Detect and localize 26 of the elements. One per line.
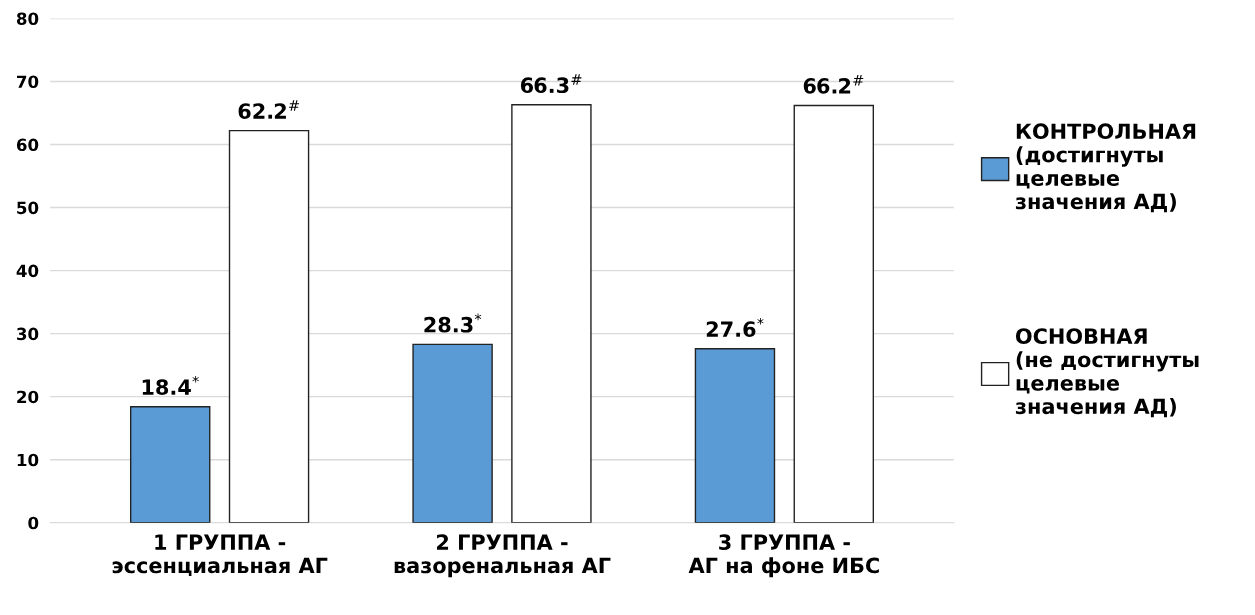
y-tick-label: 60 (16, 138, 39, 152)
bar (793, 104, 875, 523)
x-tick-label: 2 ГРУППА - вазоренальная АГ (394, 534, 611, 578)
legend-label: ОСНОВНАЯ (не достигнуты целевые значения АД) (1015, 328, 1199, 418)
bar (694, 348, 776, 523)
y-tick-label: 30 (17, 327, 39, 341)
y-tick-label: 50 (17, 201, 39, 215)
y-tick-label: 0 (28, 516, 39, 530)
data-label: 18.4$^{*}$ (142, 375, 199, 395)
data-label: 27.6$^{*}$ (706, 317, 764, 338)
y-tick-label: 80 (16, 12, 39, 26)
x-tick-label: 3 ГРУППА - АГ на фоне ИБС (688, 534, 879, 578)
data-label: 28.3$^{*}$ (424, 313, 482, 333)
data-label: 66.2$^{#}$ (803, 75, 864, 94)
y-tick-label: 20 (17, 390, 39, 404)
data-label: 66.3$^{#}$ (520, 74, 582, 94)
y-tick-label: 40 (16, 264, 39, 278)
data-label: 62.2$^{#}$ (238, 100, 300, 119)
bar (511, 104, 592, 523)
x-tick-label: 1 ГРУППА - эссенциальная АГ (112, 534, 328, 576)
legend-label: КОНТРОЛЬНАЯ (достигнуты целевые значения АД) (1015, 123, 1196, 213)
bar (228, 129, 310, 523)
y-tick-label: 10 (17, 453, 39, 467)
bar (412, 343, 493, 523)
bar (129, 406, 211, 523)
y-tick-label: 70 (17, 75, 39, 89)
